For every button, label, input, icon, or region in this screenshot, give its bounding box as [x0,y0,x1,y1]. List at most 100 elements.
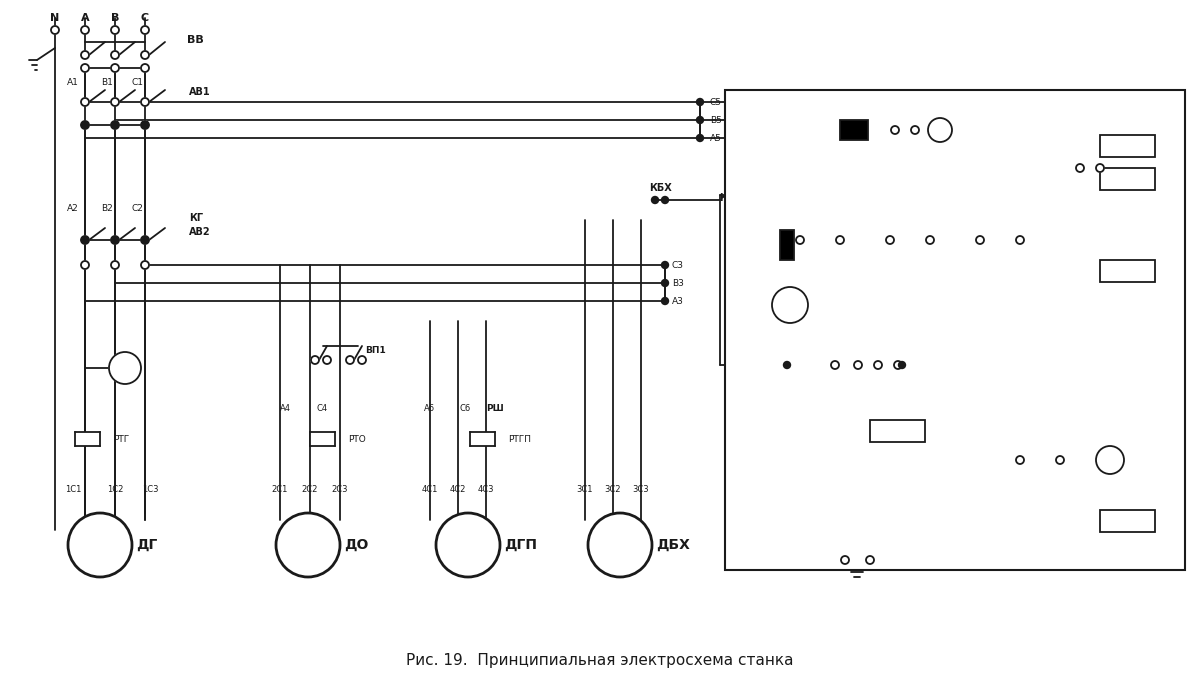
Circle shape [696,134,703,142]
Text: 3С1: 3С1 [577,486,593,495]
Circle shape [652,197,659,203]
Circle shape [142,51,149,59]
Text: 1С3: 1С3 [142,486,158,495]
Circle shape [1096,164,1104,172]
Text: A3: A3 [672,297,684,306]
Text: РТГ: РТГ [113,434,130,443]
Text: КГ: КГ [1120,123,1134,133]
Bar [1100,260,1154,282]
Circle shape [588,513,652,577]
Text: КГ: КГ [890,408,904,418]
Circle shape [841,556,850,564]
Circle shape [696,116,703,123]
Circle shape [112,236,119,243]
Text: C1: C1 [131,77,143,86]
Circle shape [142,121,149,129]
Bar [470,432,496,446]
Circle shape [82,121,89,129]
Bar [1100,135,1154,157]
Text: 10: 10 [1172,177,1183,186]
Text: ВВ: ВВ [187,35,203,45]
Circle shape [886,236,894,244]
Text: B5: B5 [710,116,722,125]
Circle shape [1076,164,1084,172]
Text: ДГП: ДГП [504,538,538,552]
Circle shape [50,26,59,34]
Text: 4: 4 [725,360,731,369]
Text: 2: 2 [916,114,920,123]
Text: 4С2: 4С2 [450,486,466,495]
Text: C5: C5 [710,97,722,106]
Text: A2: A2 [67,203,79,212]
Circle shape [276,513,340,577]
Bar [74,432,100,446]
Text: А4: А4 [280,403,290,412]
Text: РВ: РВ [1120,247,1134,257]
Text: РШ: РШ [486,403,504,412]
Circle shape [112,261,119,269]
Circle shape [358,356,366,364]
Circle shape [926,236,934,244]
Bar [310,432,335,446]
Circle shape [830,361,839,369]
Text: Д: Д [1106,455,1114,465]
Text: ЛМО: ЛМО [960,125,986,135]
Circle shape [796,236,804,244]
Text: РВ: РВ [1033,441,1048,451]
Circle shape [661,197,668,203]
Text: 7: 7 [1175,145,1181,155]
Text: П1: П1 [846,103,862,113]
Text: 3С2: 3С2 [605,486,622,495]
Bar [870,420,925,442]
Circle shape [323,356,331,364]
Bar [725,90,1186,570]
Text: КВ: КВ [902,342,918,352]
Circle shape [112,236,119,244]
Text: С6: С6 [460,403,470,412]
Text: РТО: РТО [809,217,832,227]
Text: 14: 14 [725,214,736,223]
Circle shape [142,236,149,243]
Circle shape [82,236,89,244]
Text: КБх: КБх [1116,498,1138,508]
Text: 1С1: 1С1 [65,486,82,495]
Text: 4С1: 4С1 [422,486,438,495]
Circle shape [976,236,984,244]
Text: КБХ: КБХ [649,183,671,193]
Circle shape [112,64,119,72]
Text: ДБХ: ДБХ [656,538,690,552]
Circle shape [866,556,874,564]
Circle shape [854,361,862,369]
Text: 3С3: 3С3 [632,486,649,495]
Text: B3: B3 [672,279,684,288]
Circle shape [928,118,952,142]
Circle shape [1016,456,1024,464]
Circle shape [112,121,119,129]
Circle shape [142,98,149,106]
Text: 1: 1 [880,114,884,123]
Text: АВ1: АВ1 [190,87,211,97]
Text: КГ: КГ [188,213,203,223]
Circle shape [899,362,906,369]
Text: 4С3: 4С3 [478,486,494,495]
Text: 13: 13 [793,113,806,123]
Text: 6: 6 [958,223,962,232]
Circle shape [142,236,149,244]
Text: ДО: ДО [344,538,368,552]
Circle shape [1096,446,1124,474]
Text: Рис. 19.  Принципиальная электросхема станка: Рис. 19. Принципиальная электросхема ста… [407,653,793,667]
Circle shape [142,26,149,34]
Circle shape [784,362,791,369]
Circle shape [142,121,149,129]
Text: 2С1: 2С1 [272,486,288,495]
Circle shape [142,64,149,72]
Circle shape [346,356,354,364]
Circle shape [82,261,89,269]
Circle shape [661,297,668,305]
Circle shape [82,64,89,72]
Bar [840,120,868,140]
Text: АВ2: АВ2 [190,227,211,237]
Text: 2С3: 2С3 [331,486,348,495]
Circle shape [112,51,119,59]
Circle shape [890,126,899,134]
